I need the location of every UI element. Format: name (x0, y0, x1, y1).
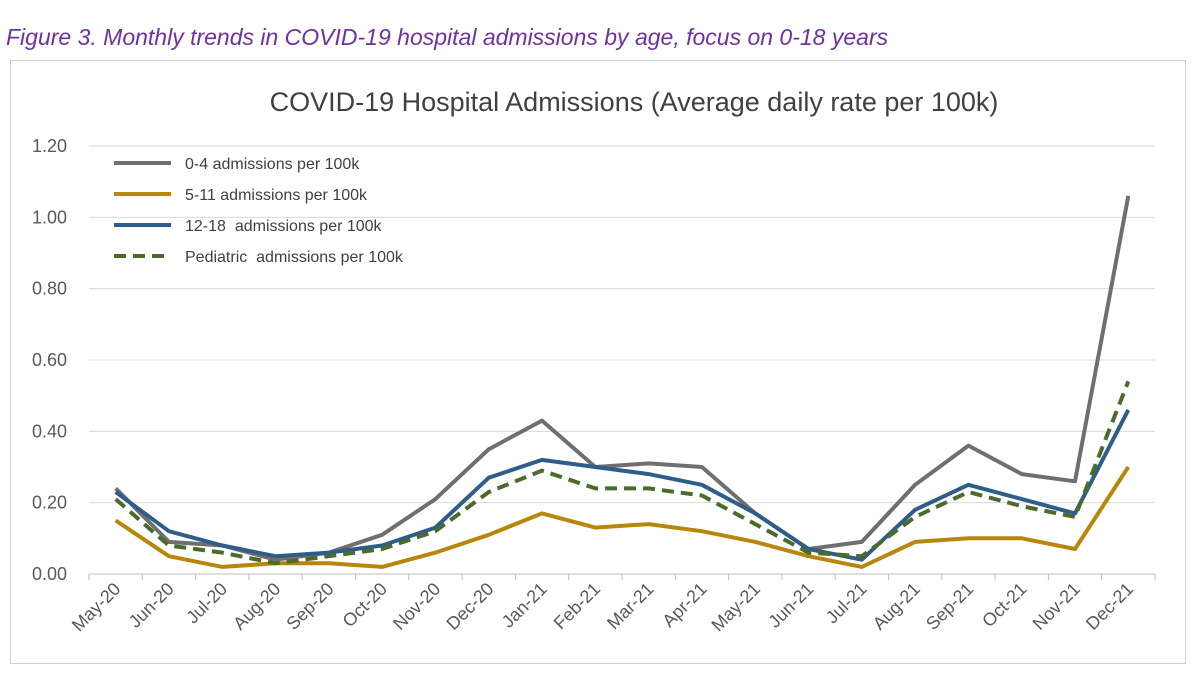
x-tick-label: May-20 (68, 579, 125, 636)
x-tick-label: Jun-21 (764, 579, 817, 632)
y-tick-label: 1.00 (32, 207, 67, 227)
legend-label-3: 12-18 admissions per 100k (185, 218, 383, 235)
y-tick-label: 0.40 (32, 421, 67, 441)
y-tick-label: 0.60 (32, 350, 67, 370)
x-tick-label: Nov-20 (389, 579, 444, 634)
legend: 0-4 admissions per 100k 5-11 admissions p… (114, 156, 404, 266)
x-tick-label: Jun-20 (125, 579, 178, 632)
x-tick-label: Aug-20 (229, 579, 284, 634)
y-tick-label: 0.20 (32, 493, 67, 513)
x-tick-label: Apr-21 (658, 579, 710, 631)
series-line-2 (114, 465, 1130, 569)
line-chart: COVID-19 Hospital Admissions (Average da… (32, 87, 1156, 636)
gridlines (89, 145, 1155, 504)
series-line-1 (114, 195, 1131, 562)
y-tick-label: 0.00 (32, 564, 67, 584)
series-line-3 (114, 408, 1131, 562)
chart-frame: COVID-19 Hospital Admissions (Average da… (10, 60, 1186, 664)
chart-title: COVID-19 Hospital Admissions (Average da… (270, 87, 999, 117)
x-tick-label: Sep-20 (282, 579, 337, 634)
x-tick-label: Nov-21 (1029, 579, 1084, 634)
legend-label-1: 0-4 admissions per 100k (185, 156, 360, 173)
x-tick-label: May-21 (707, 579, 764, 636)
x-tick-label: Feb-21 (550, 579, 604, 633)
x-tick-label: Dec-21 (1082, 579, 1137, 634)
x-tick-label: Mar-21 (603, 579, 657, 633)
y-tick-label: 0.80 (32, 279, 67, 299)
series-lines (114, 195, 1131, 569)
x-tick-label: Oct-21 (978, 579, 1030, 631)
x-tick-label: Oct-20 (339, 579, 391, 631)
x-tick-label: Jul-21 (822, 579, 871, 628)
legend-label-4: Pediatric admissions per 100k (185, 249, 404, 266)
legend-label-2: 5-11 admissions per 100k (185, 187, 368, 204)
series-line-4 (114, 380, 1131, 566)
x-tick-label: Dec-20 (442, 579, 497, 634)
x-tick-label: Jan-21 (498, 579, 551, 632)
y-tick-label: 1.20 (32, 136, 67, 156)
x-tick-label: Sep-21 (922, 579, 977, 634)
figure-caption: Figure 3. Monthly trends in COVID-19 hos… (6, 24, 889, 50)
x-tick-label: Jul-20 (182, 579, 231, 628)
axes: 0.00 0.20 0.40 0.60 0.80 1.00 1.20 May-20 Jun-20… (32, 136, 1156, 636)
x-tick-label: Aug-21 (869, 579, 924, 634)
